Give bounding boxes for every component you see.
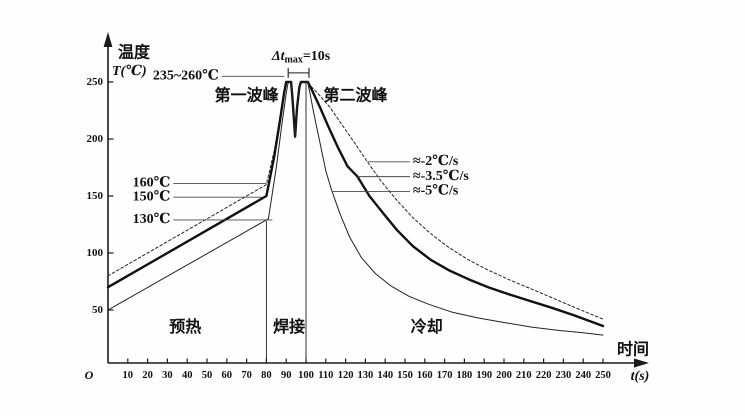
y-axis-title: 温度 xyxy=(117,43,151,62)
x-tick-label: 210 xyxy=(516,370,532,381)
x-tick-label: 240 xyxy=(575,370,591,381)
y-tick-label: 200 xyxy=(87,133,104,145)
series-profile-160C-cooling-2Cs xyxy=(107,81,604,320)
x-tick-label: 130 xyxy=(358,370,374,381)
x-axis-arrow-icon xyxy=(634,358,649,368)
x-tick-label: 190 xyxy=(476,370,492,381)
x-tick-label: 140 xyxy=(377,370,393,381)
delta-t-max-bracket xyxy=(287,67,310,78)
peak-temp-range-label: 235~260℃ xyxy=(153,69,219,84)
cooling-rate-2-label: ≈-2℃/s xyxy=(413,154,459,169)
second-wave-peak-label: 第二波峰 xyxy=(323,85,388,104)
ramp-130-label: 130℃ xyxy=(133,212,171,227)
axes: 10 20 30 40 50 60 70 80 90 100 110 120 130 140 150 160 1… xyxy=(85,32,650,384)
x-tick-label: 40 xyxy=(182,370,193,381)
series-profile-130C-cooling-5Cs xyxy=(107,81,604,336)
x-tick-label: 20 xyxy=(142,370,153,381)
x-tick-label: 150 xyxy=(397,370,413,381)
x-tick-label: 100 xyxy=(298,370,314,381)
x-tick-label: 160 xyxy=(417,370,433,381)
x-axis-title: 时间 xyxy=(617,340,649,359)
x-tick-label: 30 xyxy=(162,370,173,381)
x-tick-label: 170 xyxy=(437,370,453,381)
y-axis-unit: T(℃) xyxy=(112,64,147,79)
y-tick-label: 50 xyxy=(92,304,104,316)
x-tick-label: 70 xyxy=(241,370,252,381)
zone-preheat-label: 预热 xyxy=(169,317,201,336)
x-tick-label: 230 xyxy=(556,370,572,381)
x-tick-label: 120 xyxy=(338,370,354,381)
origin-label: O xyxy=(85,368,94,382)
y-axis-arrow-icon xyxy=(103,32,113,47)
y-tick-label: 250 xyxy=(87,76,104,88)
ramp-150-label: 150℃ xyxy=(133,189,171,204)
zone-cooling-label: 冷却 xyxy=(411,317,443,336)
x-tick-label: 250 xyxy=(595,370,611,381)
zone-solder-label: 焊接 xyxy=(273,317,305,336)
first-wave-peak-label: 第一波峰 xyxy=(215,85,280,104)
x-tick-label: 80 xyxy=(261,370,272,381)
x-tick-label: 50 xyxy=(202,370,213,381)
cooling-rate-5-label: ≈-5℃/s xyxy=(413,184,459,199)
x-axis-unit: t(s) xyxy=(631,369,650,384)
x-tick-label: 200 xyxy=(496,370,512,381)
cooling-rate-3-5-label: ≈-3.5℃/s xyxy=(413,169,470,184)
series-profile-150C-cooling-3.5Cs xyxy=(106,80,605,328)
x-tick-label: 60 xyxy=(222,370,233,381)
x-tick-label: 10 xyxy=(123,370,134,381)
y-tick-label: 100 xyxy=(87,247,104,259)
ramp-160-label: 160℃ xyxy=(133,176,171,191)
x-tick-label: 180 xyxy=(457,370,473,381)
delta-t-max-label: Δtmax=10s xyxy=(271,49,331,66)
x-tick-label: 220 xyxy=(536,370,552,381)
x-tick-label: 90 xyxy=(281,370,292,381)
x-tick-label: 110 xyxy=(318,370,333,381)
y-tick-label: 150 xyxy=(87,190,104,202)
